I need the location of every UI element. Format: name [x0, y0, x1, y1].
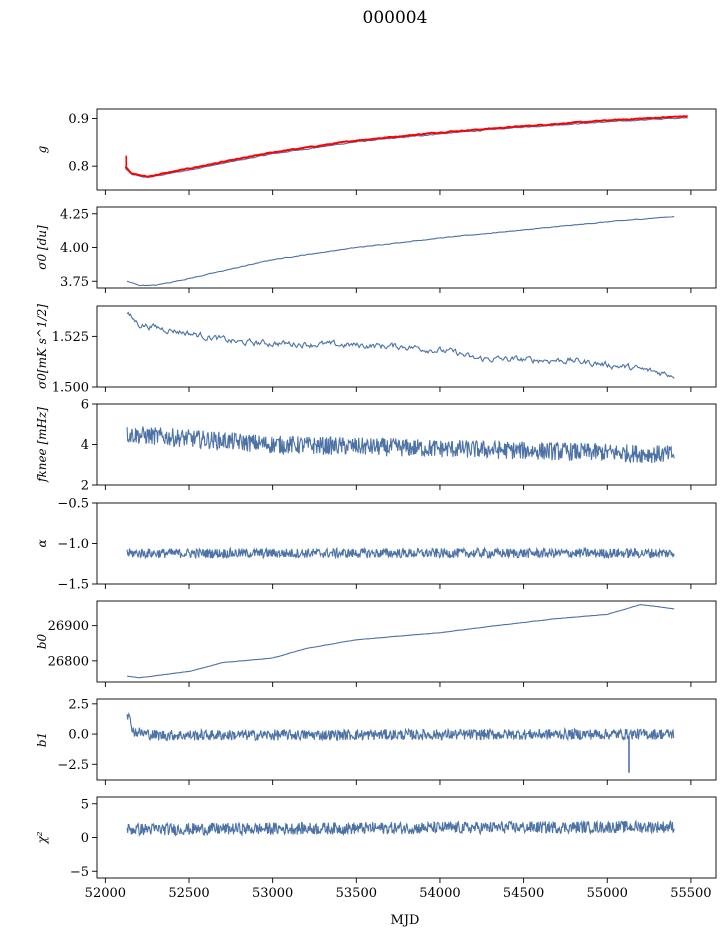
- axes-frame: [96, 796, 717, 879]
- series-line-1: [127, 604, 675, 679]
- y-tick-label: 0.8: [68, 160, 89, 175]
- x-tick-label: 54000: [419, 886, 460, 901]
- x-tick-label: 55000: [587, 886, 628, 901]
- x-tick-label: 52500: [168, 886, 209, 901]
- y-tick-label: 0.0: [68, 728, 89, 743]
- series-line-1: [124, 117, 688, 179]
- x-tick-label: 53000: [252, 886, 293, 901]
- axes-frame: [96, 305, 717, 388]
- subplot-4: 2 4 6 fknee [mHz]: [35, 398, 717, 494]
- axes-frame: [96, 600, 717, 683]
- x-tick-label: 55500: [670, 886, 711, 901]
- y-axis-label: g: [35, 145, 49, 153]
- series-line-1: [126, 426, 675, 464]
- y-tick-label: 2: [81, 479, 89, 494]
- y-axis-label: α: [35, 539, 49, 547]
- y-tick-label: 6: [81, 398, 89, 413]
- figure-title: 000004: [363, 8, 428, 28]
- y-axis-label: σ0 [du]: [35, 225, 49, 270]
- subplot-1: 0.8 0.9 g: [35, 108, 717, 195]
- series-line-1: [126, 546, 675, 560]
- x-axis-label: MJD: [391, 913, 420, 928]
- subplot-5: −1.5 −1.0 −0.5 α: [35, 497, 717, 593]
- y-tick-label: 4: [81, 438, 89, 453]
- y-axis-label: b0: [35, 633, 49, 649]
- y-axis-label: χ²: [35, 831, 49, 844]
- x-tick-label: 54500: [503, 886, 544, 901]
- subplot-8: −5 0 5 52000 52500 53000 53500 54000 54500 55000 5…: [35, 796, 717, 901]
- y-tick-label: 1.525: [52, 330, 89, 345]
- y-axis-label: fknee [mHz]: [35, 407, 49, 483]
- axes-frame: [96, 108, 717, 191]
- y-tick-label: 0: [81, 831, 89, 846]
- y-tick-label: 4.25: [60, 207, 89, 222]
- y-tick-label: 26900: [48, 619, 89, 634]
- series-line-1: [126, 819, 675, 838]
- y-axis-label: b1: [35, 732, 49, 747]
- y-tick-label: 3.75: [60, 275, 89, 290]
- y-tick-label: 26800: [48, 654, 89, 669]
- y-tick-label: 4.00: [60, 241, 89, 256]
- axes-frame: [96, 698, 717, 781]
- axes-frame: [96, 502, 717, 585]
- subplot-stack: 0.8 0.9 g 3.75 4.00 4.25 σ0 [du] 1.500 1.525σ0[m…: [35, 108, 717, 901]
- y-tick-label: −5: [70, 865, 89, 880]
- y-tick-label: −0.5: [57, 497, 89, 512]
- series-line-1: [126, 216, 675, 287]
- y-axis-label: σ0[mK s^1/2]: [35, 304, 49, 389]
- y-tick-label: −1.5: [57, 578, 89, 593]
- axes-frame: [96, 206, 717, 289]
- y-tick-label: 1.500: [52, 381, 89, 396]
- subplot-2: 3.75 4.00 4.25 σ0 [du]: [35, 206, 717, 293]
- x-tick-label: 52000: [85, 886, 126, 901]
- y-tick-label: −1.0: [57, 537, 89, 552]
- subplot-7: −2.5 0.0 2.5 b1: [35, 697, 717, 785]
- y-tick-label: 2.5: [68, 697, 89, 712]
- y-tick-label: −2.5: [57, 758, 89, 773]
- series-line-2: [124, 115, 688, 178]
- y-tick-label: 0.9: [68, 112, 89, 127]
- y-tick-label: 5: [81, 797, 89, 812]
- x-tick-label: 53500: [336, 886, 377, 901]
- series-line-1: [126, 311, 675, 379]
- series-line-1: [126, 711, 675, 742]
